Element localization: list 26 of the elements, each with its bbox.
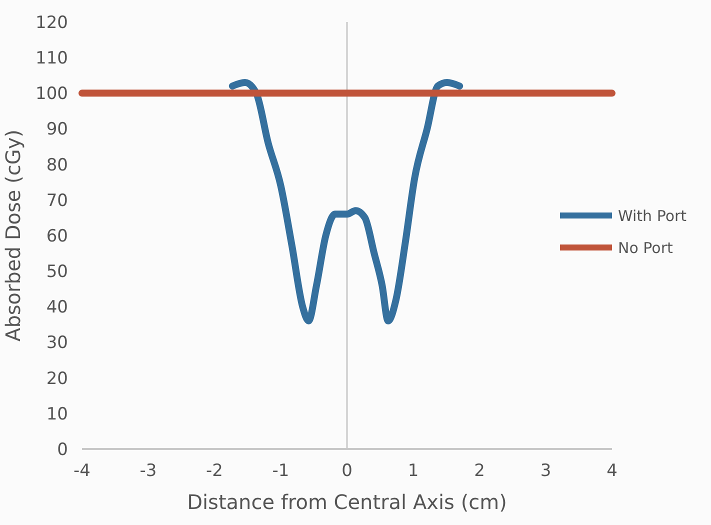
y-tick-label: 10 (46, 404, 68, 424)
y-tick-label: 30 (46, 333, 68, 354)
y-tick-label: 110 (36, 48, 68, 69)
x-tick-label: -3 (140, 461, 157, 481)
x-tick-label: 3 (540, 461, 552, 481)
x-tick-label: -2 (206, 461, 223, 481)
y-axis-title: Absorbed Dose (cGy) (1, 130, 25, 342)
y-tick-label: 20 (46, 368, 68, 389)
x-tick-label: -1 (272, 461, 290, 481)
y-tick-label: 0 (57, 440, 68, 460)
y-tick-label: 120 (36, 12, 68, 33)
y-tick-label: 40 (46, 298, 68, 318)
x-tick-label: 0 (342, 461, 352, 481)
y-tick-label: 100 (36, 84, 68, 104)
y-tick-label: 60 (46, 226, 68, 246)
y-tick-label: 80 (46, 155, 68, 176)
y-tick-label: 90 (46, 120, 68, 140)
x-tick-label: 2 (474, 461, 485, 481)
y-tick-label: 70 (46, 190, 68, 211)
x-tick-label: 4 (606, 461, 618, 481)
y-tick-label: 50 (46, 262, 68, 282)
legend-label: No Port (618, 238, 674, 257)
x-tick-label: -4 (74, 461, 90, 481)
legend-label: With Port (618, 206, 687, 225)
x-axis-title: Distance from Central Axis (cm) (187, 490, 507, 514)
x-tick-label: 1 (408, 461, 419, 481)
